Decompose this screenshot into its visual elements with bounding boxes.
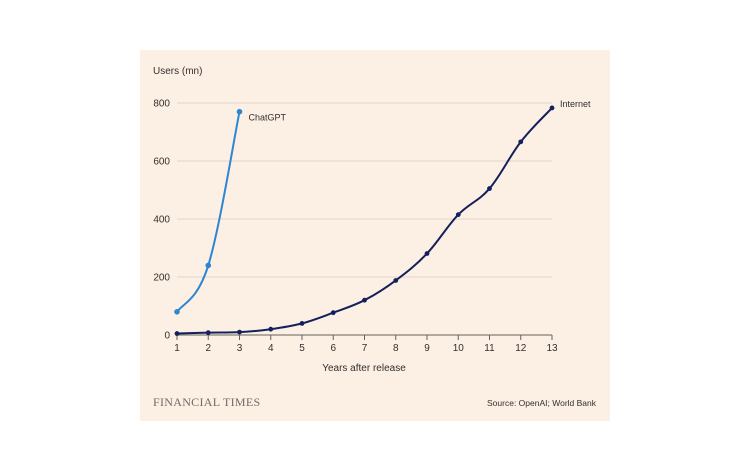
chatgpt-line (176, 111, 241, 313)
x-tick-label: 6 (330, 343, 336, 354)
y-tick-label: 200 (153, 273, 170, 284)
chatgpt-point (174, 309, 180, 315)
internet-point (330, 310, 336, 316)
x-tick-label: 12 (515, 343, 527, 354)
x-axis: 1 2 3 4 5 6 7 8 9 10 11 12 13 (174, 335, 558, 354)
internet-point (205, 330, 211, 336)
y-tick-label: 400 (153, 215, 170, 226)
x-tick-label: 4 (268, 343, 274, 354)
x-tick-label: 8 (393, 343, 399, 354)
x-tick-label: 9 (424, 343, 430, 354)
x-tick-label: 1 (174, 343, 180, 354)
chatgpt-series-label: ChatGPT (249, 113, 287, 123)
internet-series-label: Internet (560, 99, 591, 109)
y-tick-label: 0 (164, 331, 170, 342)
x-axis-label: Years after release (322, 363, 406, 374)
x-tick-label: 11 (484, 343, 495, 354)
internet-point (455, 212, 461, 218)
series-points (174, 105, 555, 336)
internet-point (174, 331, 180, 336)
brand-logo: FINANCIAL TIMES (153, 395, 261, 409)
y-tick-labels: 0 200 400 600 800 (153, 99, 170, 342)
x-tick-label: 13 (546, 343, 558, 354)
x-tick-label: 2 (205, 343, 211, 354)
y-tick-label: 600 (153, 157, 170, 168)
y-axis-label: Users (mn) (153, 66, 202, 77)
x-tick-label: 5 (299, 343, 305, 354)
internet-point (518, 139, 524, 145)
internet-point (487, 186, 492, 191)
chatgpt-point (236, 108, 243, 115)
chatgpt-point (205, 262, 212, 269)
internet-point (237, 329, 242, 335)
series-labels: ChatGPT Internet (249, 99, 592, 123)
internet-point (424, 251, 430, 256)
chart-card: 0 200 400 600 800 1 2 3 4 5 6 7 8 9 10 11 12 13 ChatGPT I… (140, 50, 610, 421)
x-tick-label: 3 (237, 343, 243, 354)
source-note: Source: OpenAI; World Bank (487, 398, 597, 408)
internet-point (362, 297, 367, 303)
x-tick-label: 10 (453, 343, 465, 354)
internet-point (393, 278, 399, 283)
internet-point (268, 326, 274, 332)
internet-point (549, 105, 555, 111)
y-tick-label: 800 (153, 99, 170, 110)
x-tick-label: 7 (362, 343, 368, 354)
internet-point (299, 321, 305, 326)
